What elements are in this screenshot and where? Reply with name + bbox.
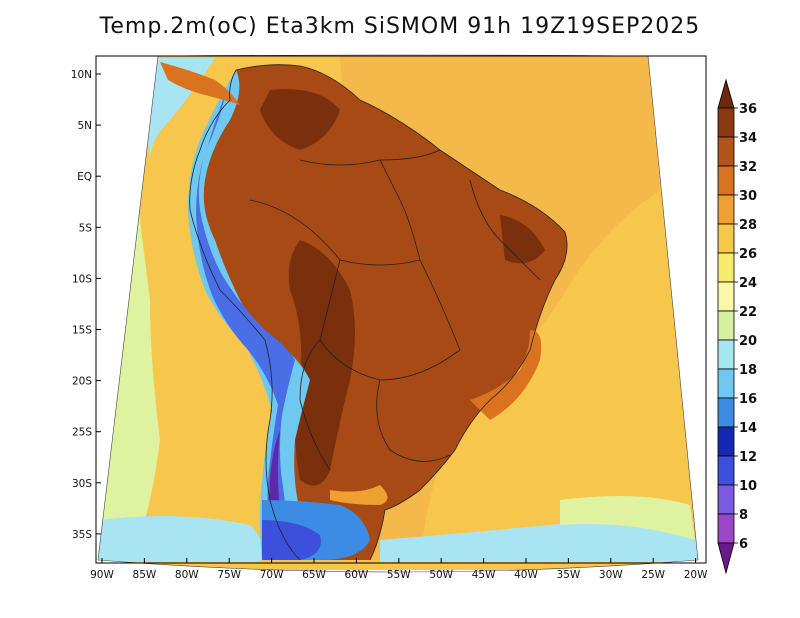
lat-tick-label: 25S bbox=[72, 427, 92, 439]
colorbar-segment bbox=[717, 252, 735, 283]
very-hot-core bbox=[288, 240, 355, 486]
very-hot-north bbox=[260, 89, 340, 150]
patagonia-colder bbox=[262, 520, 321, 560]
central-america bbox=[160, 62, 240, 105]
colorbar-segment bbox=[717, 455, 735, 486]
latitude-axis: 10N 5N EQ 5S 10S 15S 20S 25S 30S 35S bbox=[71, 69, 101, 541]
colorbar-label: 32 bbox=[739, 160, 757, 175]
south-warm-band bbox=[330, 485, 388, 505]
colorbar-segment bbox=[717, 368, 735, 399]
colorbar-segment bbox=[717, 310, 735, 341]
lon-tick-label: 25W bbox=[641, 569, 665, 581]
southeast-warm bbox=[470, 330, 542, 420]
colorbar-label: 26 bbox=[739, 247, 757, 262]
longitude-axis: 90W 85W 80W 75W 70W 65W 60W 55W 50W 45W 40W 35W 30W 2… bbox=[90, 558, 708, 581]
map-title: Temp.2m(oC) Eta3km SiSMOM 91h 19Z19SEP20… bbox=[99, 14, 701, 39]
lat-tick-label: EQ bbox=[77, 171, 92, 183]
lon-tick-label: 20W bbox=[684, 569, 708, 581]
south-atlantic-cool bbox=[380, 519, 698, 562]
colorbar-label: 28 bbox=[739, 218, 757, 233]
south-atlantic-mild bbox=[560, 496, 695, 540]
lon-tick-label: 90W bbox=[90, 569, 114, 581]
colorbar-label: 18 bbox=[739, 363, 757, 378]
lat-tick-label: 15S bbox=[72, 325, 92, 337]
lon-tick-label: 30W bbox=[599, 569, 623, 581]
colorbar-segment bbox=[717, 397, 735, 428]
colorbar-segment bbox=[717, 194, 735, 225]
colorbar-label: 16 bbox=[739, 392, 757, 407]
colorbar-label: 34 bbox=[739, 131, 757, 146]
map-field bbox=[98, 55, 698, 570]
lat-tick-label: 30S bbox=[72, 478, 92, 490]
lat-tick-label: 20S bbox=[72, 376, 92, 388]
lon-tick-label: 75W bbox=[217, 569, 241, 581]
colorbar-label: 24 bbox=[739, 276, 757, 291]
colorbar-segment bbox=[717, 484, 735, 515]
pacific-mild bbox=[98, 56, 160, 560]
andes-cold bbox=[196, 92, 295, 560]
lon-tick-label: 40W bbox=[514, 569, 538, 581]
borders bbox=[189, 64, 568, 561]
colorbar-label: 22 bbox=[739, 305, 757, 320]
colorbar-label: 10 bbox=[739, 479, 757, 494]
colorbar-label: 6 bbox=[739, 537, 748, 552]
lat-tick-label: 10N bbox=[71, 69, 92, 81]
lat-tick-label: 5S bbox=[79, 222, 93, 234]
lon-tick-label: 55W bbox=[387, 569, 411, 581]
lat-tick-label: 10S bbox=[72, 273, 92, 285]
colorbar-segment bbox=[717, 107, 735, 138]
colorbar-segment bbox=[717, 426, 735, 457]
domain-outline bbox=[97, 54, 699, 573]
colorbar-bottom-arrow bbox=[717, 542, 735, 575]
lon-tick-label: 50W bbox=[429, 569, 453, 581]
lon-tick-label: 80W bbox=[175, 569, 199, 581]
colorbar-top-arrow bbox=[717, 78, 735, 109]
colorbar-segment bbox=[717, 281, 735, 312]
colorbar-label: 14 bbox=[739, 421, 757, 436]
south-cool-band bbox=[98, 516, 264, 562]
colorbar-label: 8 bbox=[739, 508, 748, 523]
lon-tick-label: 60W bbox=[345, 569, 369, 581]
colorbar-segment bbox=[717, 165, 735, 196]
lon-tick-label: 70W bbox=[260, 569, 284, 581]
lon-tick-label: 45W bbox=[472, 569, 496, 581]
colorbar: 36 34 32 30 28 26 24 22 20 18 16 14 12 10 8 6 bbox=[717, 78, 757, 575]
colorbar-segment bbox=[717, 513, 735, 544]
lon-tick-label: 85W bbox=[133, 569, 157, 581]
colorbar-label: 20 bbox=[739, 334, 757, 349]
colorbar-label: 12 bbox=[739, 450, 757, 465]
colorbar-segment bbox=[717, 339, 735, 370]
lon-tick-label: 65W bbox=[302, 569, 326, 581]
axes-frame bbox=[95, 55, 707, 564]
colorbar-label: 36 bbox=[739, 102, 757, 117]
colorbar-segment bbox=[717, 136, 735, 167]
colorbar-label: 30 bbox=[739, 189, 757, 204]
lat-tick-label: 35S bbox=[72, 529, 92, 541]
lat-tick-label: 5N bbox=[77, 120, 92, 132]
colorbar-segment bbox=[717, 223, 735, 254]
lon-tick-label: 35W bbox=[557, 569, 581, 581]
